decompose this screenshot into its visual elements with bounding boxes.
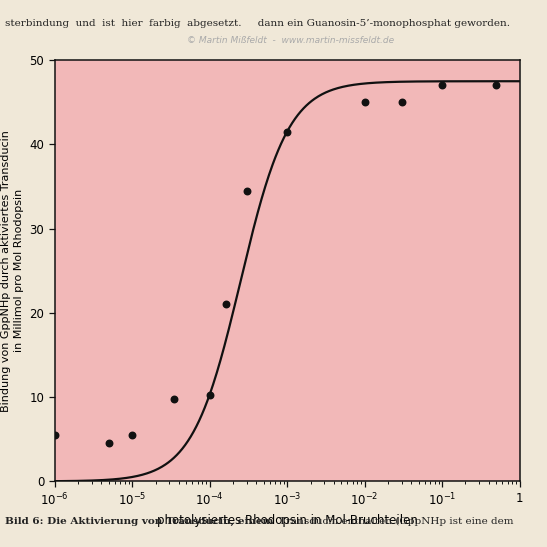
Text: © Martin Mißfeldt  -  www.martin-missfeldt.de: © Martin Mißfeldt - www.martin-missfeldt… (187, 36, 394, 44)
Point (205, 391, 214, 400)
Text: sterbindung  und  ist  hier  farbig  abgesetzt.     dann ein Guanosin-5’-monopho: sterbindung und ist hier farbig abgesetz… (5, 19, 510, 28)
Text: Bild 6: Die Aktivierung von Transducin, einem: Bild 6: Die Aktivierung von Transducin, … (5, 517, 274, 526)
Point (283, 127, 292, 136)
Text: Transducin enthalten (GppNHp ist eine dem: Transducin enthalten (GppNHp ist eine de… (279, 517, 514, 526)
Y-axis label: Bindung von GppNHp durch aktiviertes Transducin
in Millimol pro Mol Rhodopsin: Bindung von GppNHp durch aktiviertes Tra… (1, 130, 24, 412)
Point (50, 430, 59, 439)
Point (104, 439, 113, 448)
Point (242, 187, 251, 195)
Point (128, 430, 137, 439)
Point (438, 81, 446, 90)
Point (360, 98, 369, 107)
Point (492, 81, 501, 90)
X-axis label: photolysiertes Rhodopsin in Mol-Bruchteilen: photolysiertes Rhodopsin in Mol-Bruchtei… (157, 514, 417, 527)
Point (221, 300, 230, 309)
Point (170, 394, 179, 403)
Point (397, 98, 406, 107)
